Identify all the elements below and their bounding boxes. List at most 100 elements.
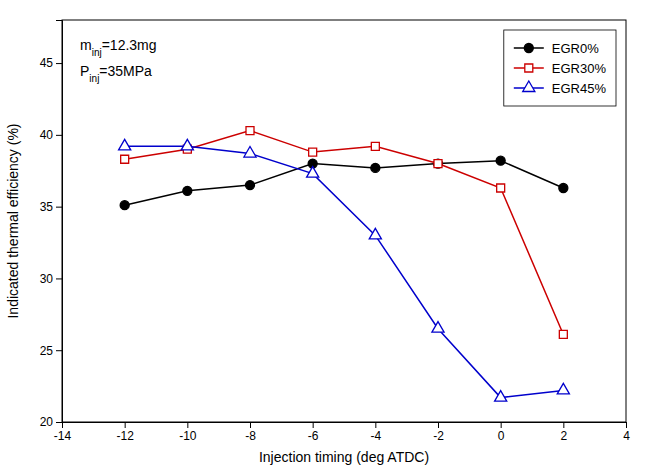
series-point [120,201,129,210]
x-tick: -12 [116,422,134,443]
series-point [433,159,442,168]
x-tick-mark [250,422,251,428]
series-point [121,155,129,163]
y-tick: 35 [40,200,62,214]
series [121,127,568,339]
y-tick-label: 40 [40,128,54,142]
x-tick-label: -6 [308,429,319,443]
x-tick-label: 0 [498,429,505,443]
series-point [371,142,379,150]
y-axis: 20 25 30 35 40 45 [40,21,63,430]
annotation: Pinj=35MPa [80,63,152,84]
legend-label: EGR0% [552,41,599,56]
legend-label: EGR45% [552,81,607,96]
annotation-part: =35MPa [99,63,152,79]
y-tick-mark [56,350,62,351]
x-tick: -2 [433,422,444,443]
x-tick-label: -12 [116,429,134,443]
series-point [309,148,317,156]
x-tick-mark [501,422,502,428]
x-tick-mark [375,422,376,428]
x-tick-mark [438,422,439,428]
y-tick-mark [56,207,62,208]
series-point [183,186,192,195]
legend-item: EGR45% [514,81,607,96]
series-line [125,161,564,206]
annotation-part: =12.3mg [102,37,157,53]
x-tick-label: -10 [179,429,197,443]
y-tick-label: 25 [40,344,54,358]
y-tick: 20 [40,415,62,429]
y-tick-label: 35 [40,200,54,214]
x-tick-label: 4 [623,429,630,443]
series-layer [119,127,570,402]
y-tick: 25 [40,344,62,358]
x-tick-mark [563,422,564,428]
y-tick-mark [56,135,62,136]
annotation: minj=12.3mg [80,37,157,58]
x-tick: -6 [308,422,319,443]
series-line [125,146,564,397]
annotation-subscript: inj [89,73,99,84]
series-point [497,184,505,192]
series [119,139,570,401]
x-tick: -4 [370,422,381,443]
x-tick-label: -14 [54,429,72,443]
annotation-part: P [80,63,89,79]
x-axis-title: Injection timing (deg ATDC) [259,449,429,465]
y-tick-label: 30 [40,272,54,286]
y-tick-mark [56,63,62,64]
legend-item: EGR0% [514,41,599,56]
x-tick-label: -2 [433,429,444,443]
plot-frame [62,20,626,422]
x-axis: -14 -12 -10 -8 -6 -4 -2 0 2 4 [54,422,630,443]
series-point [181,139,193,150]
legend-swatch-marker [524,43,533,52]
series-point [434,160,442,168]
y-tick-mark [56,278,62,279]
series-point [245,181,254,190]
x-tick-mark [187,422,188,428]
x-tick-mark [626,422,627,428]
series-point [119,139,131,150]
y-axis-line [56,21,63,423]
x-tick-mark [125,422,126,428]
annotations: minj=12.3mgPinj=35MPa [80,37,157,84]
chart: -14-12-10-8-6-4-2024202530354045minj=12.… [0,0,646,474]
y-tick: 45 [40,56,62,70]
series-point [432,322,444,333]
x-tick-label: 2 [560,429,567,443]
legend-item: EGR30% [514,61,607,76]
series-point [371,163,380,172]
y-tick: 30 [40,272,62,286]
x-tick: 4 [623,422,630,443]
x-axis-line [63,423,627,429]
series-point [244,147,256,158]
legend-swatch-marker [525,64,533,72]
legend-label: EGR30% [552,61,607,76]
legend: EGR0% EGR30% EGR45% [504,30,616,106]
series-point [246,127,254,135]
y-tick-label: 20 [40,415,54,429]
series-point [559,183,568,192]
series-point [307,167,319,178]
y-axis-title: Indicated thermal efficiency (%) [5,123,21,318]
annotation-subscript: inj [92,47,102,58]
series-point [496,156,505,165]
y-tick-label: 45 [40,56,54,70]
x-tick-mark [313,422,314,428]
x-tick: -14 [54,422,72,443]
y-tick: 40 [40,128,62,142]
plot-area: -14-12-10-8-6-4-2024202530354045minj=12.… [40,20,631,443]
series-point [559,330,567,338]
series-point [557,383,569,394]
x-tick-label: -8 [245,429,256,443]
x-tick: 2 [560,422,567,443]
annotation-part: m [80,37,92,53]
x-tick: 0 [498,422,505,443]
series [120,156,568,210]
series-point [369,228,381,239]
x-tick: -8 [245,422,256,443]
legend-box [504,30,616,106]
legend-swatch-marker [523,81,535,92]
